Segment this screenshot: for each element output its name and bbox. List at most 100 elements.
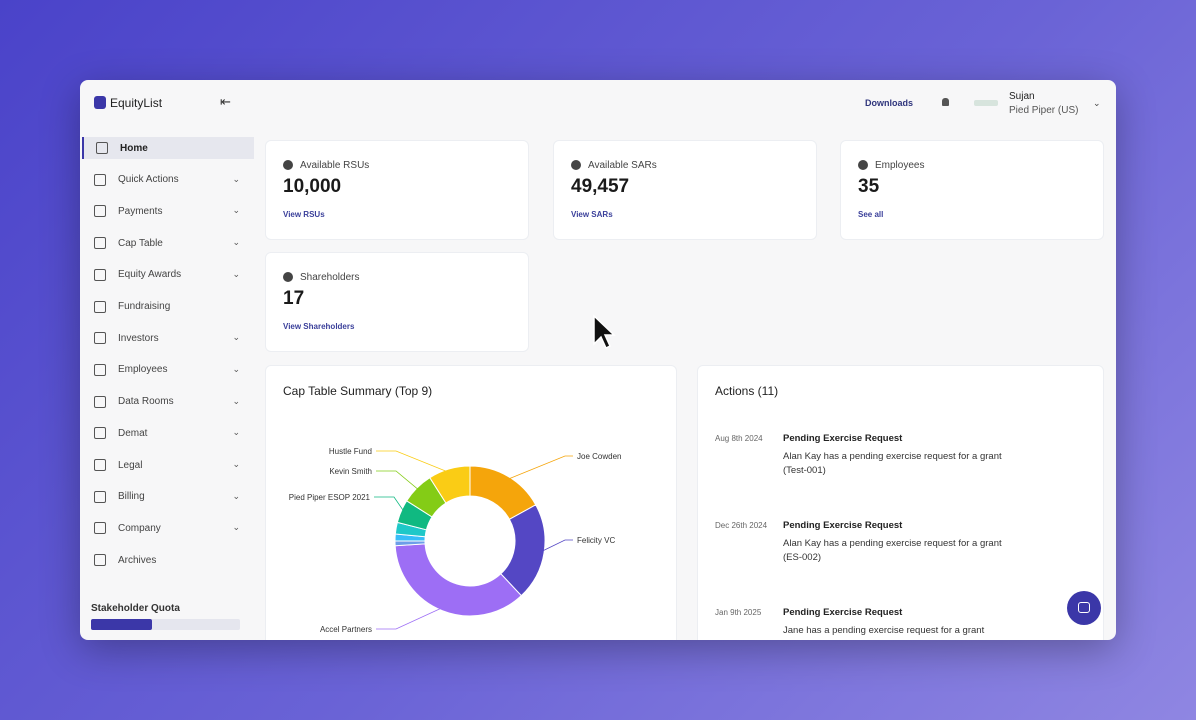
nav-label: Company [118, 522, 161, 534]
leader-line [376, 450, 451, 474]
nav-icon [94, 522, 106, 535]
stat-link[interactable]: See all [858, 210, 884, 219]
sidebar: Home Quick Actions ⌄ Payments ⌄ Cap Table ⌄ Equ… [80, 136, 255, 640]
stat-card: Available SARs 49,457 View SARs [553, 140, 817, 240]
nav-item[interactable]: Demat ⌄ [82, 422, 252, 444]
nav-label: Home [120, 142, 148, 154]
downloads-link[interactable]: Downloads [865, 98, 914, 108]
quota-label: Stakeholder Quota [91, 603, 180, 614]
bell-icon[interactable] [942, 98, 949, 106]
nav-item[interactable]: Fundraising [82, 296, 252, 318]
stat-card: Employees 35 See all [840, 140, 1104, 240]
stat-icon [283, 160, 293, 170]
nav-icon [94, 363, 106, 376]
nav-chevron: ⌄ [232, 427, 240, 438]
nav-item[interactable]: Investors ⌄ [82, 327, 252, 349]
action-date: Dec 26th 2024 [715, 521, 768, 530]
leader-line [376, 606, 445, 630]
nav-icon [94, 395, 106, 408]
user-name: Sujan [1009, 91, 1035, 102]
nav-icon [94, 237, 106, 250]
action-text: Jane has a pending exercise request for … [783, 625, 985, 636]
nav-chevron: ⌄ [232, 237, 240, 248]
chat-button[interactable] [1067, 591, 1101, 625]
leader-line [376, 470, 421, 492]
slice-label: Accel Partners [320, 625, 372, 634]
nav-chevron: ⌄ [232, 459, 240, 469]
stat-link[interactable]: View SARs [571, 210, 613, 219]
action-date: Aug 8th 2024 [715, 434, 763, 443]
action-title: Pending Exercise Request [783, 607, 903, 618]
nav-item[interactable]: Equity Awards ⌄ [82, 264, 252, 286]
donut-slice[interactable] [394, 543, 523, 617]
nav-item[interactable]: Cap Table ⌄ [82, 232, 252, 254]
action-item[interactable]: Jan 9th 2025 Pending Exercise Request Jane… [715, 607, 1105, 640]
slice-label: Joe Cowden [577, 452, 621, 461]
stat-value: 17 [283, 288, 305, 309]
nav-item[interactable]: Billing ⌄ [82, 486, 252, 508]
nav-icon [96, 142, 108, 154]
nav-item[interactable]: Archives [82, 549, 252, 571]
stat-label: Available RSUs [300, 160, 370, 171]
stat-value: 10,000 [283, 176, 342, 197]
brand: EquityList [110, 96, 163, 110]
action-item[interactable]: Dec 26th 2024 Pending Exercise Request Ala… [715, 520, 1105, 601]
nav-item[interactable]: Company ⌄ [82, 517, 252, 539]
company-logo [974, 100, 998, 106]
stat-card: Shareholders 17 View Shareholders [265, 252, 529, 352]
nav-label: Data Rooms [118, 396, 174, 408]
stat-label: Shareholders [300, 272, 360, 283]
nav-icon [94, 300, 106, 313]
nav-icon [94, 490, 106, 503]
nav-icon [94, 427, 106, 440]
leader-line [374, 496, 406, 514]
stat-label: Employees [875, 160, 925, 171]
nav-icon [94, 268, 106, 281]
nav-chevron: ⌄ [232, 363, 240, 374]
leader-line [539, 539, 573, 553]
nav-label: Billing [118, 491, 145, 503]
action-date: Jan 9th 2025 [715, 608, 762, 617]
stat-value: 35 [858, 176, 880, 197]
user-menu-chevron[interactable]: ⌄ [1093, 98, 1101, 108]
actions-list: Aug 8th 2024 Pending Exercise Request Alan… [715, 433, 1105, 640]
slice-label: Hustle Fund [329, 447, 372, 456]
nav-icon [94, 173, 106, 186]
nav-item[interactable]: Legal ⌄ [82, 454, 252, 476]
donut-slice[interactable] [429, 465, 471, 504]
nav-chevron: ⌄ [232, 173, 240, 184]
nav-item[interactable]: Employees ⌄ [82, 359, 252, 381]
nav-icon [94, 554, 106, 567]
stat-link[interactable]: View Shareholders [283, 322, 355, 331]
nav-item[interactable]: Quick Actions ⌄ [82, 169, 252, 191]
action-text: Alan Kay has a pending exercise request … [783, 538, 1002, 563]
app-window: EquityList ⇤ Downloads Sujan Pied Piper … [80, 80, 1116, 640]
nav-label: Investors [118, 332, 159, 344]
stat-link[interactable]: View RSUs [283, 210, 325, 219]
collapse-button[interactable]: ⇤ [220, 94, 231, 109]
actions-card: Actions (11) Aug 8th 2024 Pending Exercis… [697, 365, 1104, 640]
nav-label: Archives [118, 554, 157, 566]
cap-table-title: Cap Table Summary (Top 9) [283, 384, 433, 398]
cursor [593, 314, 616, 350]
nav-icon [94, 459, 106, 471]
nav-item[interactable]: Data Rooms ⌄ [82, 391, 252, 413]
nav-label: Fundraising [118, 301, 171, 312]
nav-chevron: ⌄ [232, 522, 240, 533]
slice-label: Pied Piper ESOP 2021 [289, 493, 371, 502]
actions-title: Actions (11) [715, 384, 779, 398]
stat-icon [283, 272, 293, 282]
nav-chevron: ⌄ [232, 332, 240, 343]
nav-label: Payments [118, 205, 163, 217]
nav-label: Demat [118, 427, 148, 439]
nav-icon [94, 332, 106, 345]
donut-chart: Joe Cowden Felicity VC Accel Partners Pied … [289, 447, 622, 634]
nav-label: Equity Awards [118, 269, 182, 281]
action-text: Alan Kay has a pending exercise request … [783, 451, 1002, 476]
slice-label: Felicity VC [577, 536, 615, 545]
nav-chevron: ⌄ [232, 490, 240, 501]
action-item[interactable]: Aug 8th 2024 Pending Exercise Request Alan… [715, 433, 1105, 514]
nav-item[interactable]: Home [82, 137, 254, 159]
nav-item[interactable]: Payments ⌄ [82, 200, 252, 222]
